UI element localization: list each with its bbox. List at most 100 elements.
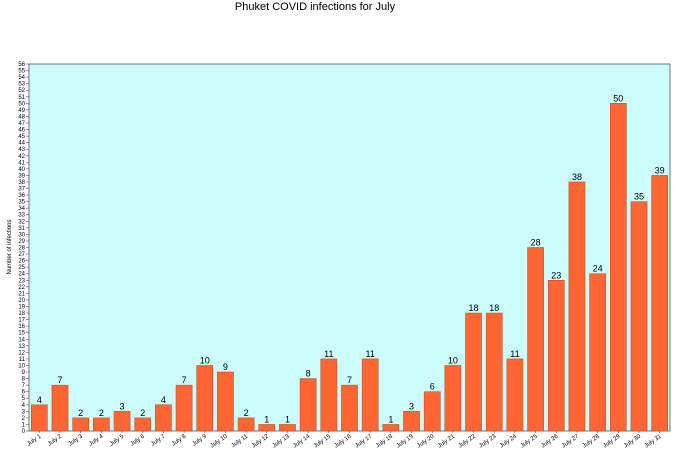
y-axis-label: Number of infections bbox=[7, 219, 13, 274]
x-axis: July 1 July 2 July 3 July 4 July 5 July 6 July… bbox=[26, 431, 663, 450]
x-tick-label: July 9 bbox=[192, 433, 209, 447]
x-tick-label: July 29 bbox=[602, 433, 622, 449]
x-tick-label: July 10 bbox=[210, 433, 230, 449]
y-tick-label: 48 bbox=[18, 114, 25, 120]
y-tick-label: 17 bbox=[18, 318, 25, 324]
y-tick-label: 54 bbox=[18, 75, 25, 81]
bar bbox=[506, 358, 524, 432]
data-label: 10 bbox=[200, 355, 210, 365]
y-tick-label: 28 bbox=[18, 246, 25, 252]
data-label: 11 bbox=[366, 349, 375, 359]
x-tick-label: July 13 bbox=[272, 433, 292, 449]
bar bbox=[175, 384, 193, 432]
bars bbox=[31, 103, 668, 432]
x-tick-label: July 15 bbox=[313, 433, 333, 449]
data-label: 1 bbox=[285, 414, 290, 424]
y-tick-label: 34 bbox=[18, 206, 25, 212]
data-label: 9 bbox=[223, 362, 228, 372]
x-tick-label: July 14 bbox=[292, 433, 312, 449]
bar bbox=[155, 404, 172, 432]
x-tick-label: July 18 bbox=[375, 433, 395, 449]
bar bbox=[651, 175, 668, 432]
y-tick-label: 49 bbox=[18, 108, 25, 114]
x-tick-label: July 17 bbox=[354, 433, 374, 449]
data-label: 7 bbox=[182, 375, 187, 385]
y-tick-label: 43 bbox=[18, 147, 25, 153]
chart-title: Phuket COVID infections for July bbox=[235, 1, 396, 13]
y-tick-label: 13 bbox=[18, 344, 25, 350]
x-tick-label: July 2 bbox=[47, 433, 64, 447]
data-label: 38 bbox=[572, 172, 582, 182]
y-tick-label: 44 bbox=[18, 141, 25, 147]
data-label: 3 bbox=[409, 401, 414, 411]
bar bbox=[589, 273, 606, 432]
bar bbox=[361, 358, 379, 432]
bar bbox=[423, 391, 441, 432]
bar bbox=[134, 417, 152, 432]
bar bbox=[382, 424, 400, 432]
y-tick-label: 18 bbox=[18, 311, 25, 317]
x-tick-label: July 11 bbox=[231, 433, 250, 449]
data-label: 8 bbox=[306, 369, 311, 379]
y-tick-label: 7 bbox=[22, 383, 26, 389]
bar bbox=[465, 312, 482, 432]
data-label: 1 bbox=[388, 414, 393, 424]
y-tick-label: 15 bbox=[18, 331, 25, 337]
y-tick-label: 6 bbox=[22, 390, 26, 396]
bar bbox=[630, 201, 648, 432]
data-label: 11 bbox=[324, 349, 333, 359]
data-label: 3 bbox=[120, 401, 125, 411]
x-tick-label: July 8 bbox=[171, 433, 188, 447]
bar bbox=[609, 103, 627, 432]
data-label: 18 bbox=[489, 303, 499, 313]
x-tick-label: July 16 bbox=[334, 433, 354, 449]
x-tick-label: July 30 bbox=[623, 433, 643, 449]
data-label: 2 bbox=[244, 408, 249, 418]
data-label: 7 bbox=[347, 375, 352, 385]
y-tick-label: 36 bbox=[18, 193, 25, 199]
x-tick-label: July 21 bbox=[437, 433, 457, 449]
bar bbox=[217, 371, 234, 432]
data-label: 24 bbox=[593, 264, 603, 274]
y-tick-label: 41 bbox=[18, 160, 25, 166]
x-tick-label: July 26 bbox=[540, 433, 560, 449]
bar bbox=[93, 417, 110, 432]
bar bbox=[51, 384, 69, 432]
data-label: 7 bbox=[58, 375, 63, 385]
x-tick-label: July 31 bbox=[644, 433, 664, 449]
bar bbox=[113, 411, 131, 432]
y-tick-label: 5 bbox=[22, 396, 26, 402]
y-tick-label: 4 bbox=[22, 403, 26, 409]
x-tick-label: July 7 bbox=[150, 433, 167, 447]
y-tick-label: 33 bbox=[18, 213, 25, 219]
x-tick-label: July 5 bbox=[109, 433, 126, 447]
x-tick-label: July 6 bbox=[130, 433, 147, 447]
y-tick-label: 31 bbox=[18, 226, 25, 232]
y-tick-label: 14 bbox=[18, 337, 25, 343]
data-label: 35 bbox=[634, 192, 644, 202]
y-tick-label: 21 bbox=[18, 291, 25, 297]
x-tick-label: July 1 bbox=[26, 433, 43, 447]
y-tick-label: 37 bbox=[18, 187, 25, 193]
data-label: 2 bbox=[99, 408, 104, 418]
x-tick-label: July 25 bbox=[520, 433, 540, 449]
x-tick-label: July 3 bbox=[68, 433, 85, 447]
data-label: 4 bbox=[161, 395, 166, 405]
x-tick-label: July 19 bbox=[396, 433, 416, 449]
y-tick-label: 16 bbox=[18, 324, 25, 330]
y-tick-label: 29 bbox=[18, 239, 25, 245]
bar bbox=[237, 417, 255, 432]
data-label: 1 bbox=[264, 414, 269, 424]
x-tick-label: July 4 bbox=[88, 433, 105, 447]
x-tick-label: July 20 bbox=[416, 433, 436, 449]
data-label: 10 bbox=[448, 355, 458, 365]
y-tick-label: 25 bbox=[18, 265, 25, 271]
x-tick-label: July 24 bbox=[499, 433, 519, 449]
bar bbox=[547, 280, 565, 432]
y-tick-label: 22 bbox=[18, 285, 25, 291]
x-tick-label: July 12 bbox=[251, 433, 271, 449]
y-tick-label: 11 bbox=[19, 357, 26, 363]
y-tick-label: 2 bbox=[22, 416, 26, 422]
y-tick-label: 10 bbox=[18, 363, 25, 369]
